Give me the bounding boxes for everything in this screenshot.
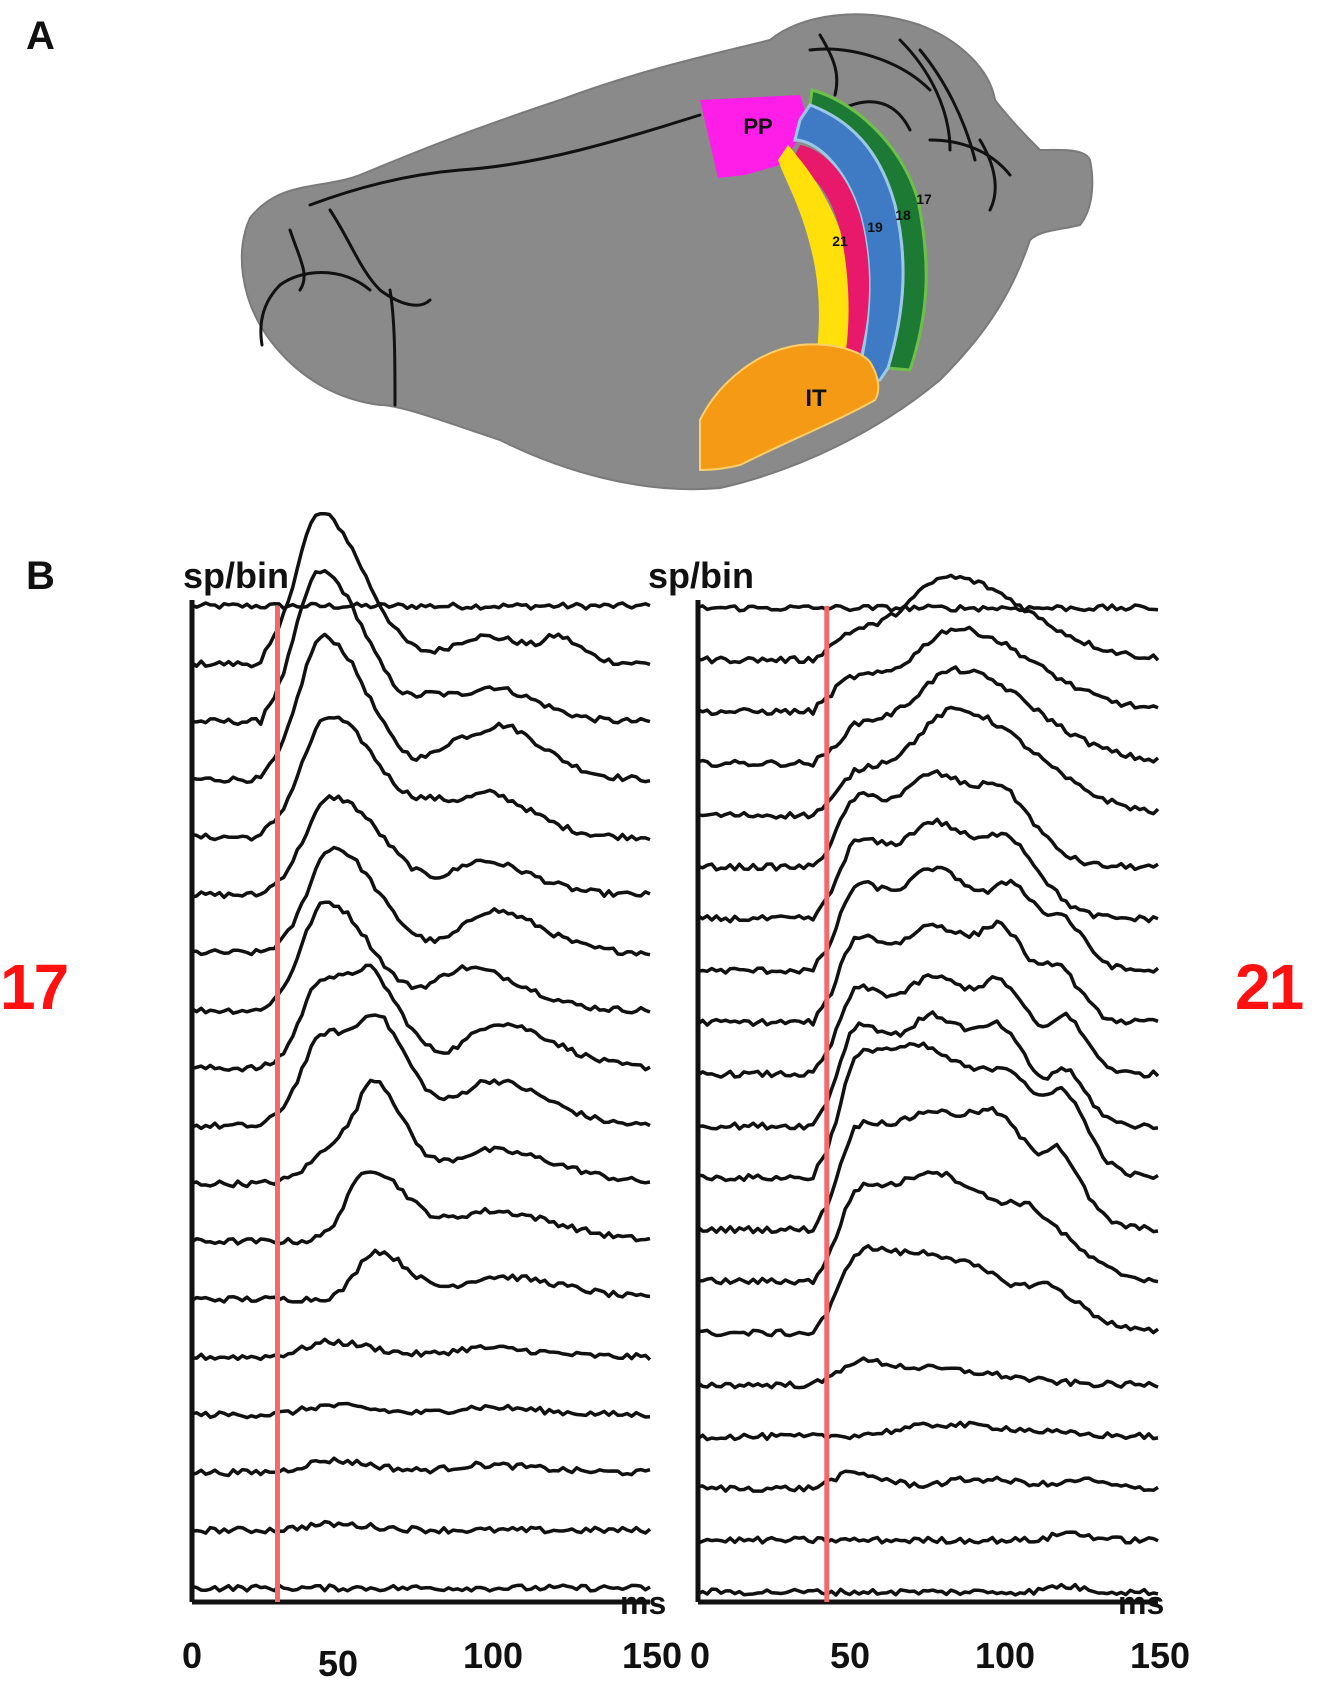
psth-trace: [697, 573, 1160, 665]
area-19-region: [790, 145, 870, 380]
xtick-21-0: 0: [690, 1635, 710, 1676]
psth-trace: [697, 625, 1159, 717]
psth-trace: [697, 769, 1159, 872]
psth-trace: [697, 665, 1160, 769]
psth-trace: [697, 973, 1160, 1079]
psth-trace: [697, 603, 1159, 613]
xtick-17-100: 100: [463, 1635, 523, 1676]
area-19-text: 19: [867, 219, 883, 235]
psth-trace: [191, 1013, 651, 1131]
psth-trace: [190, 511, 651, 669]
psth-trace: [191, 845, 651, 957]
psth-trace: [191, 1337, 652, 1362]
area-it-region: [699, 343, 880, 472]
psth-trace: [696, 1356, 1159, 1390]
psth-trace: [697, 1530, 1159, 1545]
chart-area-17: sp/bin ms 0 50 100 150: [182, 511, 682, 1681]
xtick-17-50: 50: [318, 1643, 358, 1681]
psth-trace: [191, 1248, 651, 1304]
brain-diagram: PP 21 19 18 17 IT: [240, 13, 1094, 491]
area-it-text: IT: [805, 385, 827, 412]
chart-area-21: sp/bin ms 0 50 100 150: [648, 555, 1190, 1676]
psth-trace: [696, 919, 1159, 1027]
area-18-text: 18: [895, 207, 911, 223]
psth-trace: [191, 1583, 651, 1593]
area-21-label: 21: [1235, 951, 1304, 1023]
psth-trace: [191, 1519, 652, 1535]
psth-trace: [697, 705, 1160, 820]
psth-trace: [192, 568, 651, 727]
psth-trace: [697, 865, 1160, 975]
ylabel-21: sp/bin: [648, 555, 754, 596]
psth-trace: [191, 601, 651, 611]
psth-trace: [697, 1244, 1160, 1338]
psth-trace: [696, 1105, 1159, 1235]
xtick-17-0: 0: [182, 1635, 202, 1676]
psth-trace: [697, 1582, 1159, 1597]
psth-trace: [191, 963, 651, 1073]
cortical-areas: [699, 88, 928, 472]
sulci: [259, 33, 1012, 407]
psth-trace: [191, 1078, 651, 1189]
area-17-text: 17: [916, 191, 932, 207]
psth-trace: [191, 794, 651, 900]
psth-trace: [697, 817, 1159, 924]
ylabel-17: sp/bin: [183, 555, 289, 596]
area-pp-text: PP: [743, 114, 772, 139]
xtick-21-50: 50: [830, 1635, 870, 1676]
area-21-text: 21: [832, 233, 848, 249]
psth-trace: [191, 715, 651, 842]
psth-trace: [697, 1010, 1159, 1131]
psth-trace: [191, 900, 651, 1015]
psth-trace: [191, 632, 651, 785]
area-21-region: [778, 145, 849, 372]
psth-trace: [696, 1420, 1159, 1442]
xtick-21-100: 100: [975, 1635, 1035, 1676]
psth-trace: [190, 1170, 651, 1246]
psth-trace: [191, 1401, 651, 1420]
area-17-label: 17: [0, 951, 69, 1023]
panel-label-b: B: [26, 554, 55, 598]
xtick-17-150: 150: [622, 1635, 682, 1676]
xtick-21-150: 150: [1130, 1635, 1190, 1676]
psth-trace: [697, 1469, 1159, 1493]
psth-trace: [191, 1456, 651, 1478]
psth-trace: [697, 1041, 1159, 1183]
psth-trace: [697, 1170, 1159, 1286]
panel-label-a: A: [26, 14, 55, 58]
